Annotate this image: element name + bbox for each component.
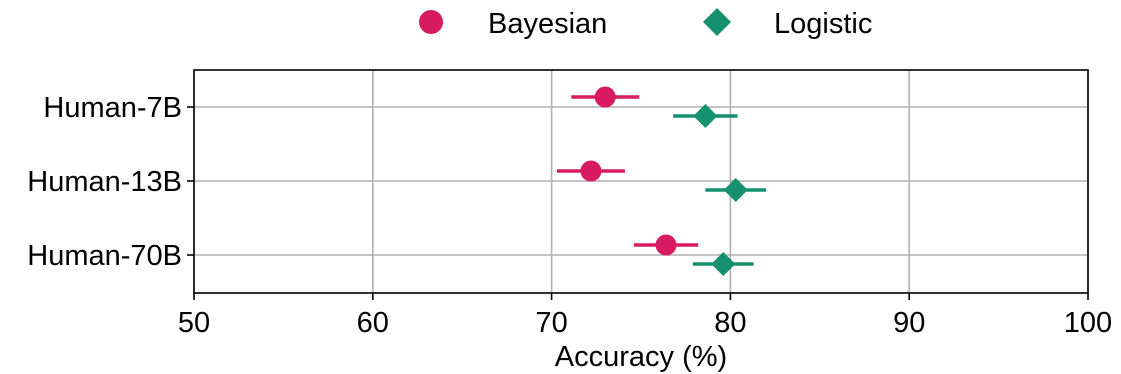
y-tick-label: Human-7B xyxy=(43,92,182,124)
data-point-bayesian xyxy=(580,160,602,182)
data-point-logistic xyxy=(711,252,736,276)
x-tick-label: 50 xyxy=(178,307,210,339)
data-point-bayesian xyxy=(594,86,616,108)
data-point-logistic xyxy=(693,104,718,128)
x-tick-label: 100 xyxy=(1064,307,1112,339)
legend-marker-logistic xyxy=(703,8,731,36)
legend: Bayesian Logistic xyxy=(419,8,872,40)
data-point-bayesian xyxy=(655,234,677,256)
y-tick-labels: Human-7B Human-13B Human-70B xyxy=(27,92,182,272)
x-tick-label: 70 xyxy=(535,307,567,339)
y-tick-label: Human-13B xyxy=(27,166,182,198)
x-axis-label: Accuracy (%) xyxy=(555,341,727,373)
grid xyxy=(187,70,1089,293)
x-tick-label: 90 xyxy=(893,307,925,339)
legend-label-logistic: Logistic xyxy=(774,8,872,40)
legend-label-bayesian: Bayesian xyxy=(488,8,607,40)
plot-frame xyxy=(193,69,1089,294)
y-tick-label: Human-70B xyxy=(27,240,182,272)
x-tick-label: 60 xyxy=(357,307,389,339)
x-tick-label: 80 xyxy=(714,307,746,339)
x-tick-labels: 50 60 70 80 90 100 xyxy=(178,307,1112,339)
x-tick-marks xyxy=(193,293,1089,300)
data-point-logistic xyxy=(723,178,748,202)
data-marks xyxy=(556,86,767,276)
legend-marker-bayesian xyxy=(419,10,443,34)
